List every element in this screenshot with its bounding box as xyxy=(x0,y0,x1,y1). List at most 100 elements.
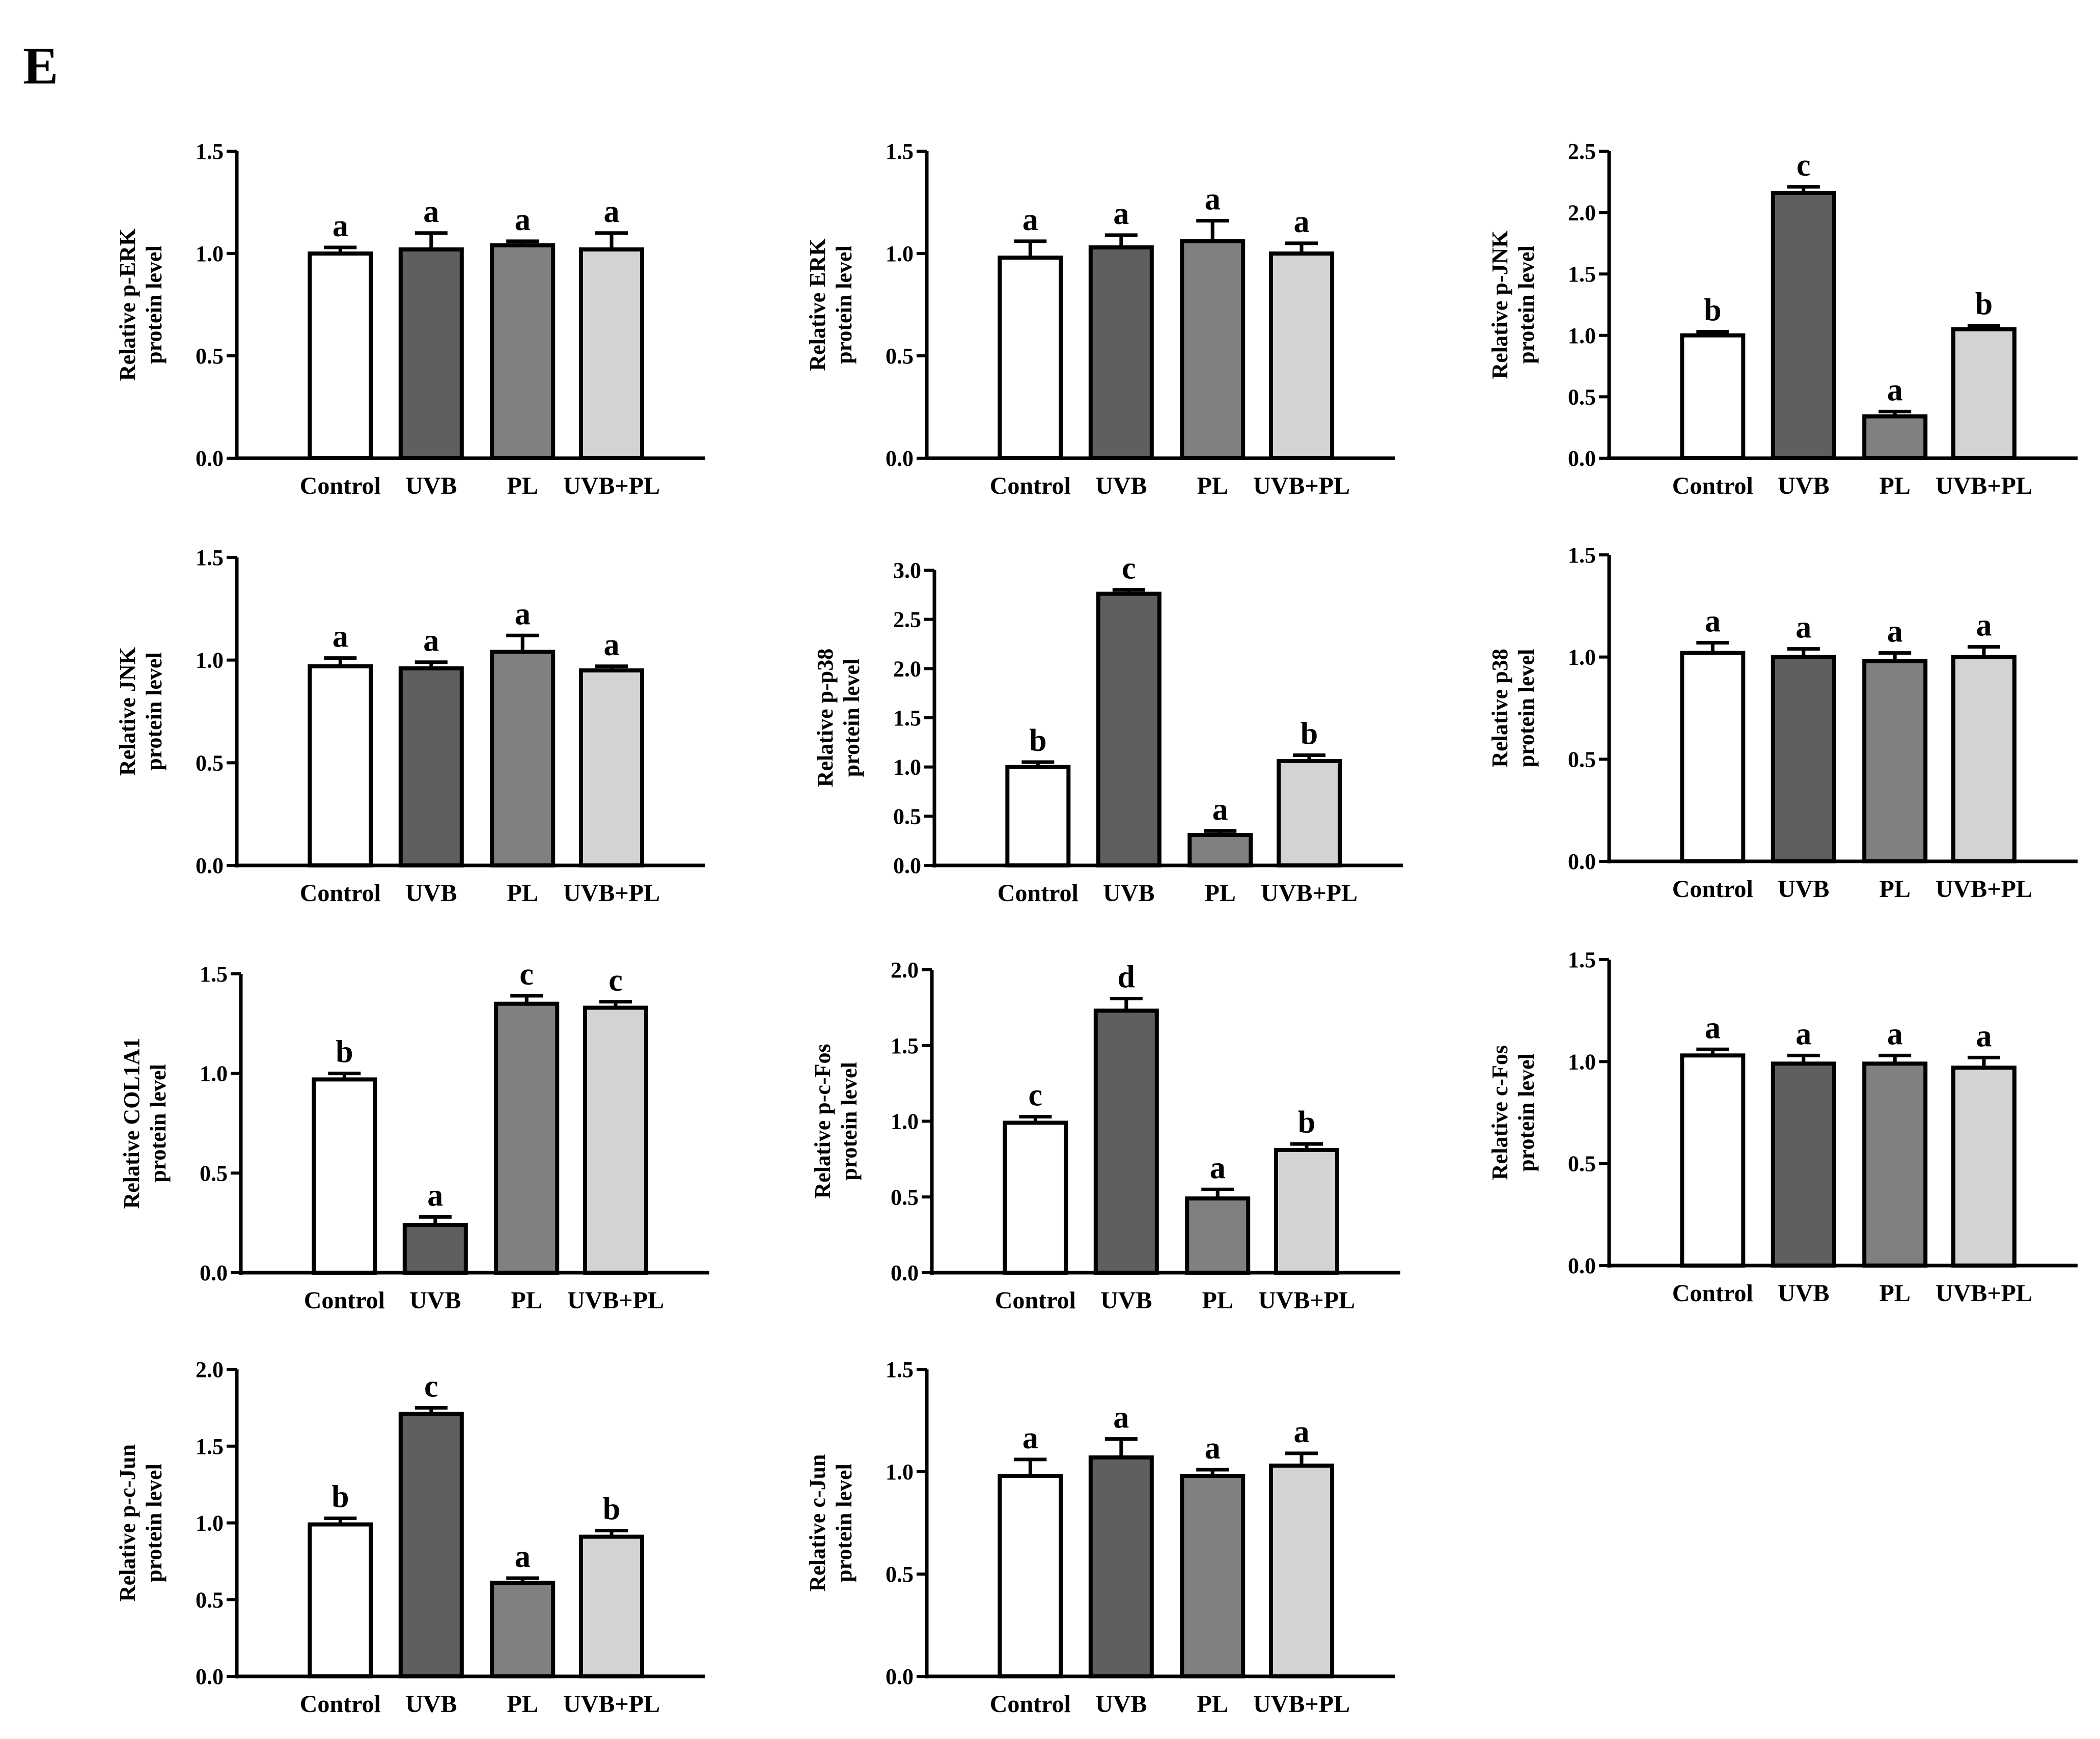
x-tick-label: UVB xyxy=(405,472,457,499)
significance-letter: a xyxy=(1705,604,1721,639)
y-tick-label: 2.0 xyxy=(196,1357,224,1382)
bar-uvb-pl xyxy=(1277,759,1342,867)
y-tick-label: 0.5 xyxy=(893,804,921,829)
bar-uvb xyxy=(398,1412,464,1679)
y-tick-label: 1.5 xyxy=(1568,262,1596,287)
x-tick-label: UVB+PL xyxy=(563,880,660,907)
y-tick-label: 0.5 xyxy=(1568,1152,1596,1176)
y-tick-label: 0.0 xyxy=(196,1664,224,1689)
bar-uvb xyxy=(1096,592,1162,867)
bar-pl xyxy=(490,243,556,460)
significance-letter: b xyxy=(1704,293,1721,328)
x-tick-label: PL xyxy=(1202,1287,1233,1314)
x-tick-label: UVB+PL xyxy=(1258,1287,1355,1314)
chart-2: a Control a UVB a PL a UVB+PL 0.0 0.5 1.0 1.5 Relati… xyxy=(805,139,1395,499)
significance-letter: a xyxy=(1113,1400,1129,1435)
significance-letter: a xyxy=(1976,608,1992,643)
x-tick-label: UVB+PL xyxy=(1936,1280,2032,1307)
y-axis-label: protein level xyxy=(832,245,856,364)
y-tick-label: 0.5 xyxy=(891,1185,919,1210)
x-tick-label: PL xyxy=(1197,1691,1228,1718)
significance-letter: a xyxy=(1205,182,1221,217)
y-axis-label: Relative c-Fos xyxy=(1487,1045,1512,1180)
significance-letter: a xyxy=(423,624,439,658)
y-tick-label: 1.0 xyxy=(1568,645,1596,670)
bar-uvb xyxy=(1088,245,1154,460)
chart-4: a Control a UVB a PL a UVB+PL 0.0 0.5 1.0 1.5 Relati… xyxy=(115,545,705,907)
bar-uvb-pl xyxy=(1951,327,2016,460)
bar-control xyxy=(1005,765,1071,867)
significance-letter: a xyxy=(1976,1019,1992,1053)
significance-letter: a xyxy=(1887,373,1903,407)
y-axis-label: Relative p-JNK xyxy=(1487,230,1512,379)
y-tick-label: 1.0 xyxy=(1568,1049,1596,1074)
y-tick-label: 1.5 xyxy=(886,139,914,164)
x-tick-label: Control xyxy=(1672,876,1753,903)
x-tick-label: PL xyxy=(1880,472,1911,499)
bar-pl xyxy=(1180,239,1246,460)
x-tick-label: Control xyxy=(1672,472,1753,499)
x-tick-label: UVB xyxy=(1778,1280,1829,1307)
x-tick-label: UVB+PL xyxy=(1253,1691,1350,1718)
x-tick-label: UVB+PL xyxy=(563,1691,660,1718)
significance-letter: a xyxy=(1212,792,1228,827)
x-tick-label: Control xyxy=(990,1691,1071,1718)
y-tick-label: 0.0 xyxy=(200,1260,228,1285)
y-axis-label: protein level xyxy=(1514,245,1539,364)
y-axis-label: Relative p-ERK xyxy=(115,229,140,381)
bar-pl xyxy=(494,1001,560,1275)
bar-control xyxy=(308,664,373,868)
x-tick-label: PL xyxy=(1880,876,1911,903)
y-tick-label: 0.0 xyxy=(886,1664,914,1689)
x-tick-label: UVB xyxy=(405,1691,457,1718)
bar-uvb-pl xyxy=(579,668,644,868)
y-tick-label: 2.5 xyxy=(1568,139,1596,164)
y-tick-label: 0.5 xyxy=(886,1562,914,1587)
chart-1: a Control a UVB a PL a UVB+PL 0.0 0.5 1.0 1.5 Relati… xyxy=(115,139,705,499)
significance-letter: b xyxy=(1975,287,1993,322)
bar-pl xyxy=(1185,1196,1251,1275)
y-axis-label: protein level xyxy=(1514,1053,1539,1172)
significance-letter: a xyxy=(427,1178,443,1213)
y-tick-label: 0.0 xyxy=(196,853,224,878)
x-tick-label: Control xyxy=(998,880,1079,907)
y-axis-label: Relative c-Jun xyxy=(805,1454,830,1591)
significance-letter: a xyxy=(515,597,531,631)
significance-letter: c xyxy=(1029,1078,1043,1113)
y-tick-label: 0.5 xyxy=(196,750,224,775)
y-tick-label: 0.0 xyxy=(893,853,921,878)
significance-letter: a xyxy=(1113,197,1129,231)
significance-letter: a xyxy=(1205,1431,1221,1466)
x-tick-label: Control xyxy=(990,472,1071,499)
chart-8: c Control d UVB a PL b UVB+PL 0.0 0.5 1.0 1.5 2.0 Rel… xyxy=(810,958,1400,1314)
y-tick-label: 0.0 xyxy=(1568,1253,1596,1278)
x-tick-label: UVB xyxy=(1103,880,1154,907)
bar-uvb-pl xyxy=(1951,655,2016,863)
significance-letter: c xyxy=(519,957,534,992)
bar-uvb xyxy=(1771,655,1836,863)
bar-uvb-pl xyxy=(1951,1065,2016,1268)
y-axis-label: Relative COL1A1 xyxy=(119,1037,144,1209)
significance-letter: b xyxy=(603,1492,620,1527)
bar-pl xyxy=(490,650,556,867)
y-tick-label: 1.0 xyxy=(200,1061,228,1086)
significance-letter: b xyxy=(1301,716,1318,751)
significance-letter: a xyxy=(1023,203,1038,237)
significance-letter: a xyxy=(1795,610,1811,645)
bar-control xyxy=(1680,333,1746,460)
x-tick-label: Control xyxy=(300,880,381,907)
significance-letter: b xyxy=(336,1035,353,1070)
significance-letter: a xyxy=(1294,205,1310,239)
significance-letter: a xyxy=(1887,1017,1903,1051)
y-tick-label: 0.0 xyxy=(196,446,224,471)
chart-5: b Control c UVB a PL b UVB+PL 0.0 0.5 1.0 1.5 2.0 2.5… xyxy=(813,551,1403,907)
y-axis-label: Relative p-c-Fos xyxy=(810,1044,835,1198)
y-tick-label: 1.0 xyxy=(891,1109,919,1134)
y-tick-label: 0.0 xyxy=(886,446,914,471)
y-axis-label: Relative p-c-Jun xyxy=(115,1444,140,1602)
bar-uvb xyxy=(1771,1061,1836,1268)
bar-uvb-pl xyxy=(1269,1463,1334,1678)
x-tick-label: UVB xyxy=(1095,472,1147,499)
y-axis-label: protein level xyxy=(832,1464,856,1582)
